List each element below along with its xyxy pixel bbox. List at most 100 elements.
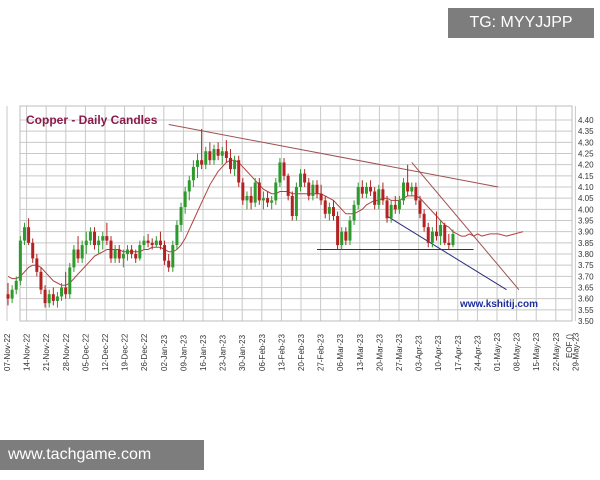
y-tick-label: 3.90 (578, 228, 594, 237)
watermark-top: TG: MYYJJPP (448, 8, 594, 38)
x-tick-label: 07-Nov-22 (3, 333, 12, 371)
chart-title: Copper - Daily Candles (26, 113, 158, 127)
candle-body (35, 258, 39, 272)
candle-body (204, 151, 208, 165)
candles (6, 128, 455, 308)
y-axis-ticks: 4.40 4.35 4.30 4.25 4.20 4.15 4.10 4.05 4.00 3.95… (578, 116, 594, 326)
x-tick-label: 02-Jan-23 (160, 334, 169, 371)
candle-body (331, 207, 335, 217)
candle-body (274, 182, 278, 201)
candle-body (117, 249, 121, 259)
candle-body (125, 249, 129, 254)
candle-body (43, 289, 47, 304)
candle-body (315, 184, 319, 194)
candle-body (311, 184, 315, 196)
candle-body (101, 236, 105, 241)
candle-body (364, 187, 368, 194)
lower-trendline (386, 215, 507, 291)
candle-body (6, 294, 10, 299)
candle-body (88, 231, 92, 241)
candle-body (68, 267, 72, 295)
x-tick-label: 13-Feb-23 (277, 334, 286, 371)
candle-body (55, 296, 59, 301)
x-tick-label: 24-Apr-23 (473, 335, 482, 371)
y-tick-label: 3.95 (578, 217, 594, 226)
candle-body (163, 245, 167, 261)
candle-body (257, 182, 261, 201)
candle-body (158, 240, 162, 246)
candle-body (323, 200, 327, 214)
candle-body (340, 231, 344, 246)
candle-body (109, 240, 113, 259)
x-tick-label: 06-Mar-23 (336, 334, 345, 371)
candle-body (146, 240, 150, 243)
x-tick-label: 06-Feb-23 (258, 334, 267, 371)
candle-body (138, 245, 142, 259)
candle-body (154, 240, 158, 246)
candle-body (443, 224, 447, 243)
end-label: EOF () (565, 334, 574, 358)
candle-body (422, 213, 426, 228)
candle-body (414, 187, 418, 201)
candle-body (385, 200, 389, 219)
x-tick-label: 19-Dec-22 (121, 333, 130, 371)
candle-body (130, 249, 134, 254)
candle-body (434, 231, 438, 237)
candle-body (278, 162, 282, 183)
candle-body (216, 149, 220, 156)
candle-body (10, 289, 14, 299)
candle-body (393, 204, 397, 210)
y-tick-label: 4.35 (578, 127, 594, 136)
y-tick-label: 3.60 (578, 295, 594, 304)
candle-body (430, 231, 434, 243)
candle-body (18, 240, 22, 281)
y-tick-label: 4.05 (578, 194, 594, 203)
candle-body (212, 149, 216, 161)
candle-body (121, 254, 125, 259)
watermark-bottom: www.tachgame.com (0, 440, 204, 470)
candle-body (253, 182, 257, 203)
candle-body (105, 236, 109, 241)
candle-body (266, 198, 270, 203)
candle-body (307, 182, 311, 196)
x-tick-label: 01-May-23 (493, 332, 502, 371)
x-tick-label: 27-Mar-23 (395, 334, 404, 371)
candle-body (327, 207, 331, 214)
x-tick-label: 20-Feb-23 (297, 334, 306, 371)
y-tick-label: 3.50 (578, 317, 594, 326)
candle-body (51, 294, 55, 301)
candle-body (200, 160, 204, 165)
x-tick-label: 30-Jan-23 (238, 334, 247, 371)
x-tick-label: 21-Nov-22 (42, 333, 51, 371)
x-tick-label: 12-Dec-22 (101, 333, 110, 371)
candle-body (22, 227, 26, 241)
candle-body (97, 240, 101, 246)
candle-body (150, 242, 154, 246)
candle-body (233, 160, 237, 170)
candle-body (369, 187, 373, 192)
candle-body (64, 287, 68, 295)
x-tick-label: 23-Jan-23 (219, 334, 228, 371)
candle-body (27, 227, 31, 243)
y-tick-label: 3.55 (578, 306, 594, 315)
steep-trendline (411, 162, 520, 291)
candle-body (142, 240, 146, 246)
candle-body (402, 182, 406, 201)
candle-body (356, 187, 360, 205)
candle-body (360, 187, 364, 194)
x-tick-label: 08-May-23 (513, 332, 522, 371)
candle-body (47, 294, 51, 304)
candle-body (241, 182, 245, 201)
candle-body (451, 233, 455, 246)
candle-body (224, 151, 228, 158)
candle-body (76, 249, 80, 259)
candle-body (171, 245, 175, 268)
candle-body (410, 187, 414, 192)
x-tick-label: 22-May-23 (552, 332, 561, 371)
upper-trendline (168, 123, 499, 188)
y-tick-label: 4.40 (578, 116, 594, 125)
candle-body (175, 224, 179, 246)
x-tick-label: 10-Apr-23 (434, 335, 443, 371)
x-tick-label: 20-Mar-23 (375, 334, 384, 371)
